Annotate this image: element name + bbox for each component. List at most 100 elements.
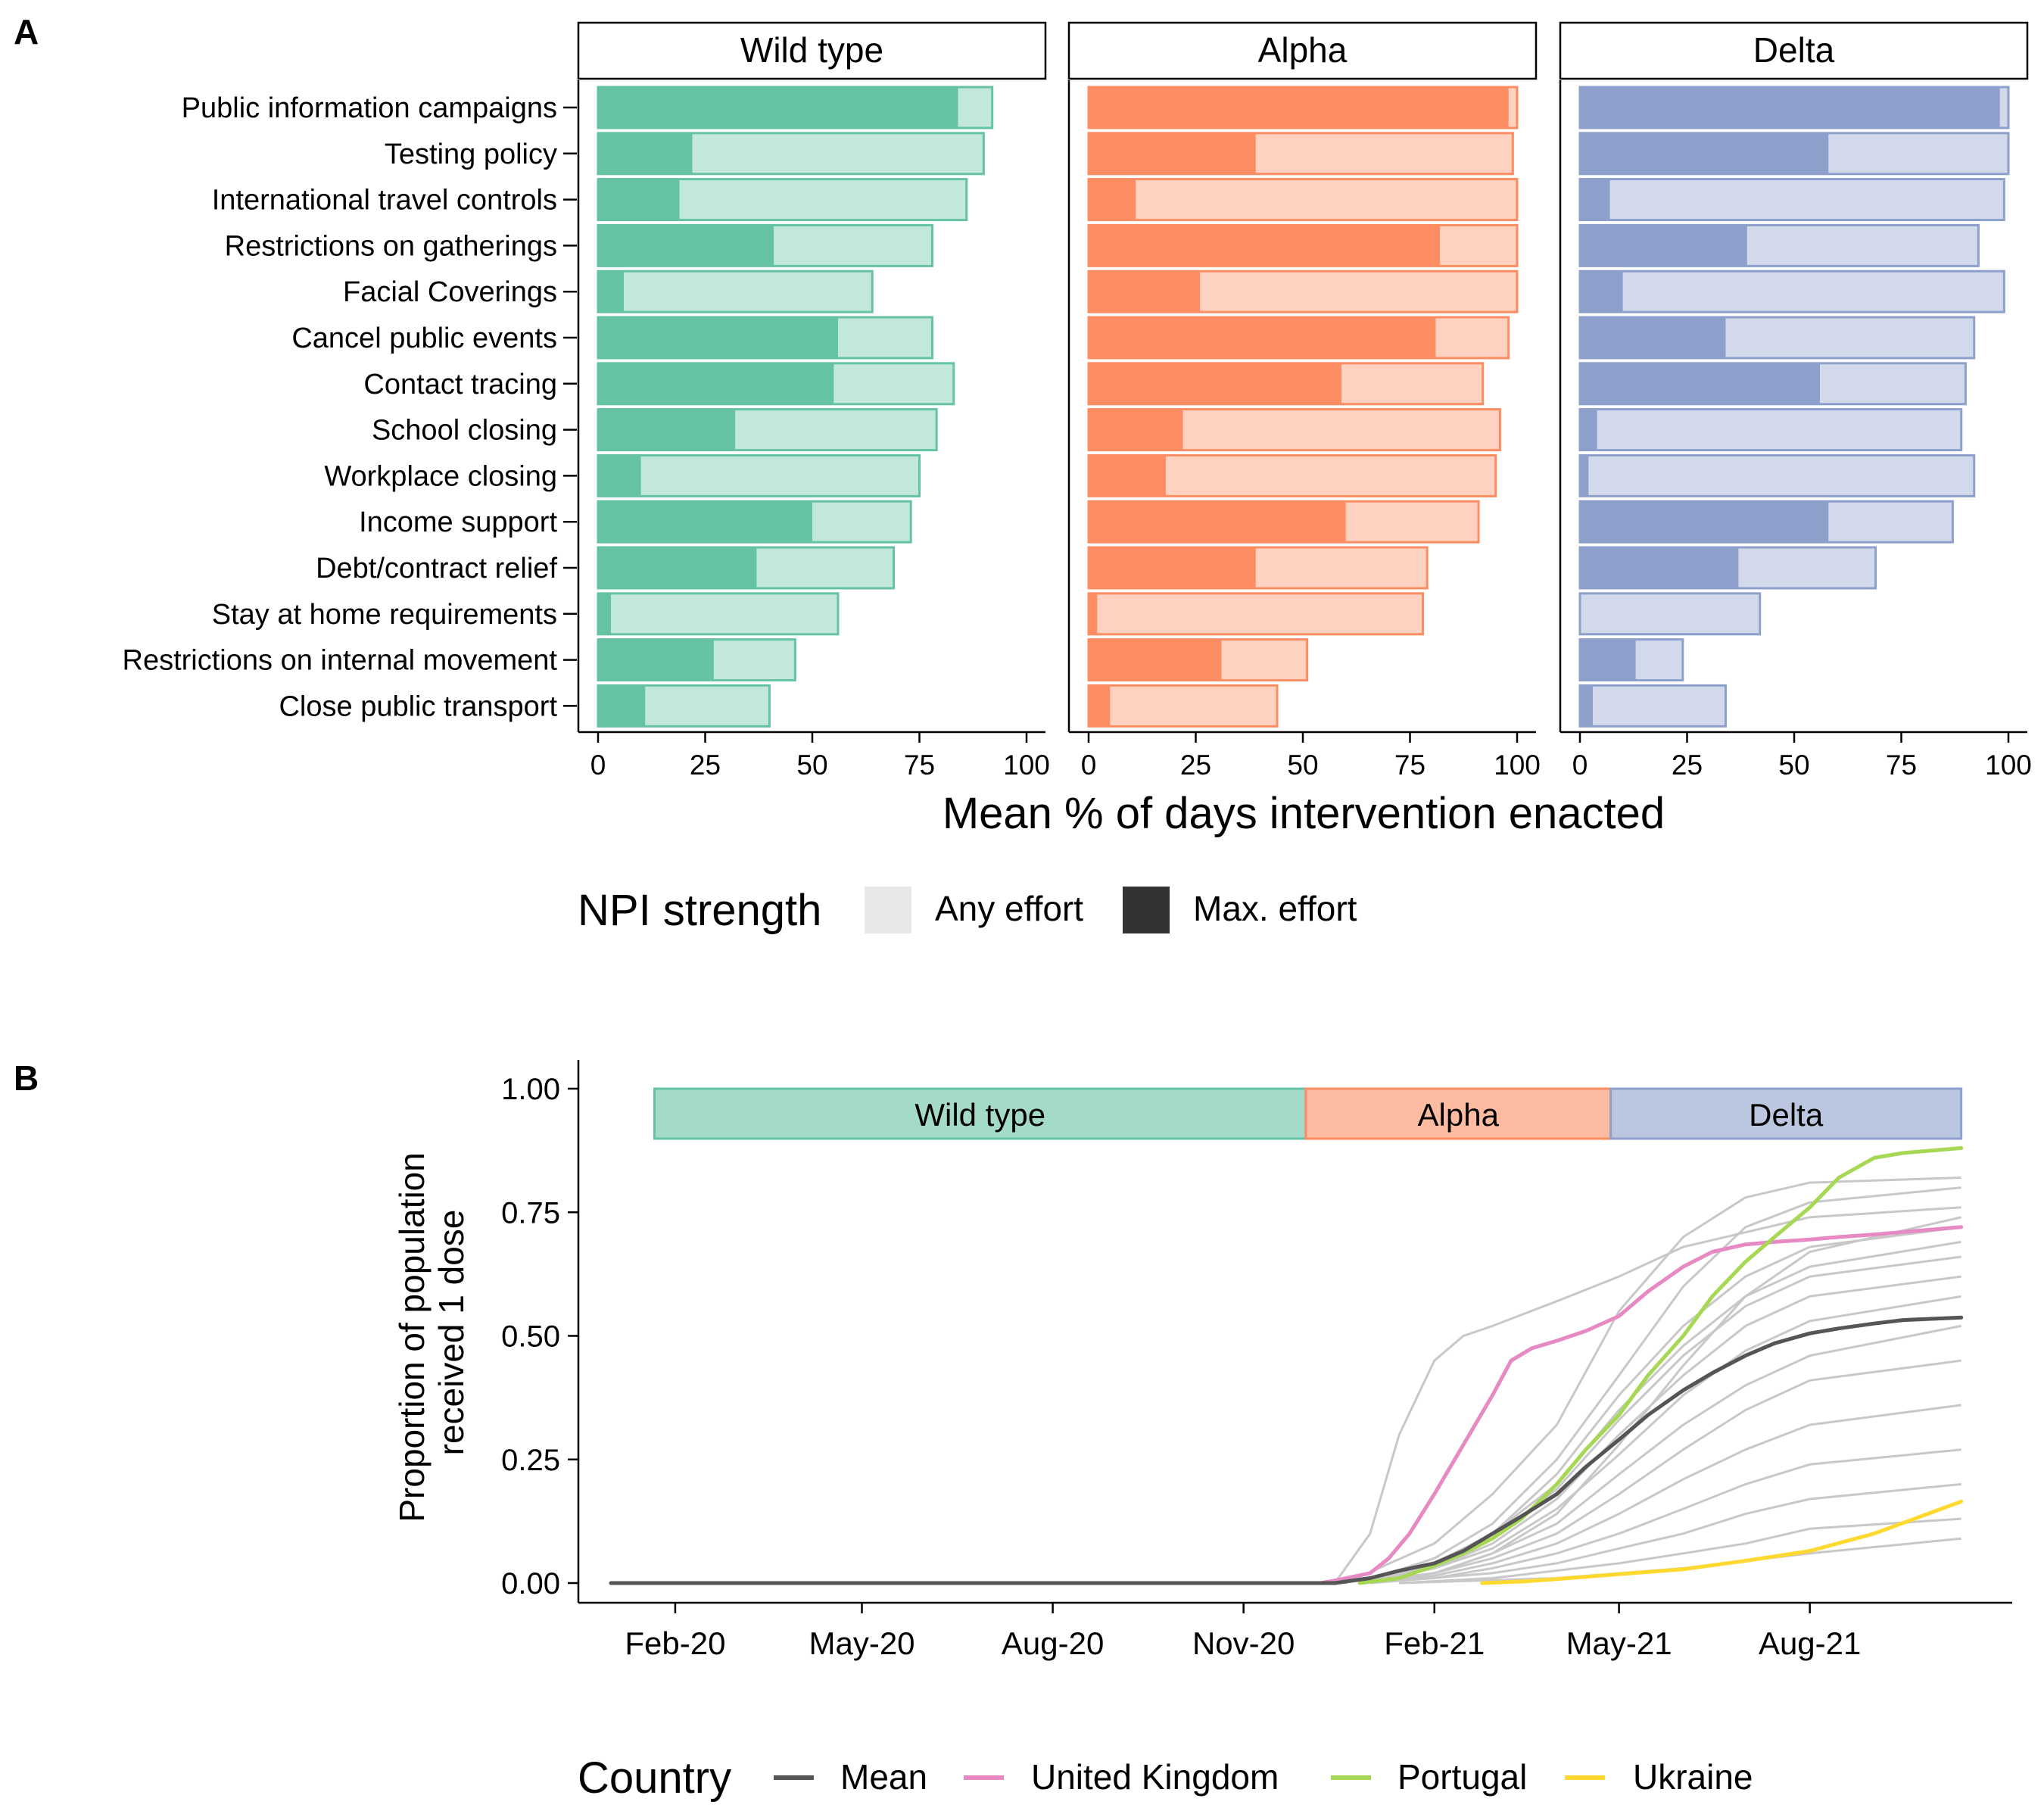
bar-max-effort-school-closing [1580, 409, 1597, 450]
bar-max-effort-restrictions-on-internal-movement [1089, 639, 1222, 681]
legend-swatch-any-effort [865, 887, 911, 933]
x-tick-label: 25 [690, 750, 721, 781]
bar-max-effort-facial-coverings [598, 271, 624, 313]
bar-max-effort-restrictions-on-gatherings [598, 225, 774, 266]
facet-title-wild-type: Wild type [740, 30, 883, 70]
axes: 0.00 0.25 0.50 0.75 1.00 Feb-20 May-20 Aug-20 No… [501, 1060, 2012, 1661]
bar-max-effort-contact-tracing [1580, 363, 1820, 404]
legend-title: Country [578, 1753, 731, 1803]
bar-max-effort-stay-at-home-requirements [1089, 593, 1098, 634]
y-axis-title: Proportion of population received 1 dose [392, 1142, 471, 1522]
bar-max-effort-debt-contract-relief [1580, 547, 1739, 588]
bar-max-effort-facial-coverings [1089, 271, 1201, 313]
x-axis-title: Mean % of days intervention enacted [943, 789, 1665, 838]
legend-label-any-effort: Any effort [935, 889, 1083, 928]
x-tick-label: 50 [796, 750, 827, 781]
category-label-school-closing: School closing [372, 415, 557, 447]
bar-max-effort-close-public-transport [1089, 685, 1111, 727]
y-tick-label: 0.75 [501, 1196, 560, 1230]
bar-max-effort-income-support [598, 501, 812, 543]
legend-swatch-max-effort [1123, 887, 1170, 933]
period-label-delta: Delta [1749, 1097, 1824, 1133]
series-line-portugal [1357, 1145, 1964, 1585]
series-line-mean [609, 1315, 1964, 1585]
bar-max-effort-testing-policy [598, 132, 693, 174]
legend-label-ukraine: Ukraine [1633, 1757, 1753, 1797]
facet-title-alpha: Alpha [1258, 30, 1348, 70]
legend-label-mean: Mean [840, 1757, 927, 1797]
x-tick-label: May-20 [809, 1625, 915, 1661]
period-delta [1609, 1087, 1963, 1140]
bar-any-effort-workplace-closing [597, 453, 921, 497]
bar-any-effort-international-travel-controls [1087, 178, 1519, 222]
country-line [1399, 1517, 1961, 1585]
bar-max-effort-public-information-campaigns [1580, 87, 2000, 128]
panel-b: B Proportion of population received 1 do… [14, 1058, 2012, 1803]
bar-any-effort-stay-at-home-requirements [1578, 592, 1762, 636]
bar-max-effort-contact-tracing [1089, 363, 1341, 404]
bar-max-effort-workplace-closing [598, 455, 641, 497]
legend-label-united-kingdom: United Kingdom [1031, 1757, 1279, 1797]
bar-max-effort-cancel-public-events [1580, 317, 1726, 358]
country-line [1359, 1216, 1962, 1585]
y-tick-label: 0.50 [501, 1320, 560, 1354]
category-label-contact-tracing: Contact tracing [363, 369, 557, 400]
bar-max-effort-restrictions-on-internal-movement [598, 639, 714, 681]
bar-max-effort-restrictions-on-internal-movement [1580, 639, 1636, 681]
facet-title-delta: Delta [1753, 30, 1835, 70]
x-tick-label: 0 [590, 750, 606, 781]
legend-npi-strength: NPI strength Any effort Max. effort [578, 886, 1357, 935]
bar-any-effort-stay-at-home-requirements [597, 592, 840, 636]
bar-max-effort-debt-contract-relief [1089, 547, 1256, 588]
bar-max-effort-facial-coverings [1580, 271, 1623, 313]
x-tick-label: Feb-21 [1384, 1625, 1485, 1661]
bar-max-effort-international-travel-controls [598, 179, 680, 220]
bar-max-effort-cancel-public-events [598, 317, 838, 358]
bar-max-effort-close-public-transport [1580, 685, 1593, 727]
category-label-restrictions-on-internal-movement: Restrictions on internal movement [123, 645, 558, 677]
x-tick-label: 0 [1572, 750, 1588, 781]
panel-b-label: B [14, 1058, 39, 1098]
category-label-international-travel-controls: International travel controls [212, 185, 557, 217]
category-label-restrictions-on-gatherings: Restrictions on gatherings [225, 230, 557, 262]
highlighted-lines [609, 1145, 1964, 1585]
country-line [1359, 1295, 1961, 1585]
bar-max-effort-international-travel-controls [1089, 179, 1136, 220]
category-label-facial-coverings: Facial Coverings [343, 276, 557, 308]
facet-strip [1559, 21, 2029, 80]
x-tick-label: Nov-20 [1192, 1625, 1295, 1661]
y-axis-title-line-2: received 1 dose [432, 1210, 471, 1456]
x-tick-label: 100 [1003, 750, 1050, 781]
facet-delta: Delta 0 25 50 75 100 [1559, 21, 2032, 781]
x-tick-label: Aug-20 [1002, 1625, 1104, 1661]
y-tick-label: 0.00 [501, 1567, 560, 1600]
bar-max-effort-close-public-transport [598, 685, 646, 727]
variant-periods: Wild type Alpha Delta [653, 1087, 1963, 1140]
bar-max-effort-stay-at-home-requirements [598, 593, 611, 634]
facet-strip [1067, 21, 1538, 80]
bar-max-effort-testing-policy [1089, 132, 1256, 174]
bar-any-effort-close-public-transport [1087, 684, 1279, 728]
legend-label-max-effort: Max. effort [1193, 889, 1357, 928]
panel-a: A Public information campaigns Testing po… [14, 12, 2032, 935]
x-tick-label: Feb-20 [625, 1625, 725, 1661]
bar-any-effort-stay-at-home-requirements [1087, 592, 1424, 636]
x-tick-label: Aug-21 [1759, 1625, 1861, 1661]
bar-max-effort-income-support [1089, 501, 1346, 543]
series-line-ukraine [1480, 1499, 1964, 1585]
y-axis-title-line-1: Proportion of population [392, 1152, 432, 1522]
facet-strip [577, 21, 1047, 80]
country-line [1359, 1275, 1961, 1585]
bar-max-effort-workplace-closing [1089, 455, 1166, 497]
period-label-alpha: Alpha [1418, 1097, 1500, 1133]
x-tick-label: 50 [1287, 750, 1318, 781]
category-label-income-support: Income support [359, 506, 557, 538]
country-line [1344, 1177, 1961, 1585]
category-label-stay-at-home-requirements: Stay at home requirements [212, 599, 557, 631]
country-line [1359, 1186, 1961, 1585]
bar-any-effort-workplace-closing [1578, 453, 1976, 497]
bar-max-effort-international-travel-controls [1580, 179, 1610, 220]
facet-wild-type: Wild type 0 25 50 75 100 [577, 21, 1050, 781]
facet-alpha: Alpha 0 25 50 75 100 [1067, 21, 1541, 781]
